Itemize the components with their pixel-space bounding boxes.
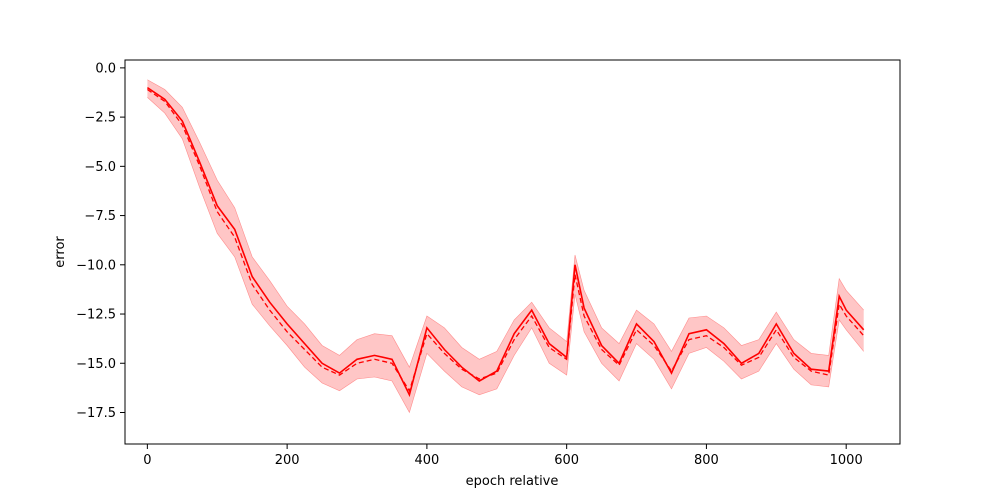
y-axis: 0.0 −2.5 −5.0 −7.5 −10.0 −12.5 −15.0 −17.5 xyxy=(76,61,125,421)
x-tick-label: 200 xyxy=(275,453,300,468)
y-tick-label: −17.5 xyxy=(76,406,116,421)
x-tick-label: 400 xyxy=(414,453,439,468)
y-tick-label: −5.0 xyxy=(84,160,116,175)
y-tick-label: −12.5 xyxy=(76,308,116,323)
mean-series-line xyxy=(147,88,865,393)
x-axis-label: epoch relative xyxy=(466,474,559,489)
x-tick-label: 1000 xyxy=(830,453,863,468)
x-tick-label: 0 xyxy=(143,453,151,468)
y-tick-label: −15.0 xyxy=(76,357,116,372)
axes-frame xyxy=(124,59,901,445)
y-tick-label: −7.5 xyxy=(84,209,116,224)
y-tick-label: −2.5 xyxy=(84,111,116,126)
lower-trace-line xyxy=(147,97,864,414)
y-axis-label: error xyxy=(53,236,68,268)
spread-band xyxy=(147,79,864,413)
plot-area xyxy=(146,79,865,414)
x-axis: 0 200 400 600 800 1000 xyxy=(143,444,863,468)
median-series-line xyxy=(146,86,865,398)
x-tick-label: 600 xyxy=(554,453,579,468)
y-tick-label: −10.0 xyxy=(76,258,116,273)
upper-trace-line xyxy=(147,79,864,368)
y-tick-label: 0.0 xyxy=(95,61,116,76)
x-tick-label: 800 xyxy=(694,453,719,468)
